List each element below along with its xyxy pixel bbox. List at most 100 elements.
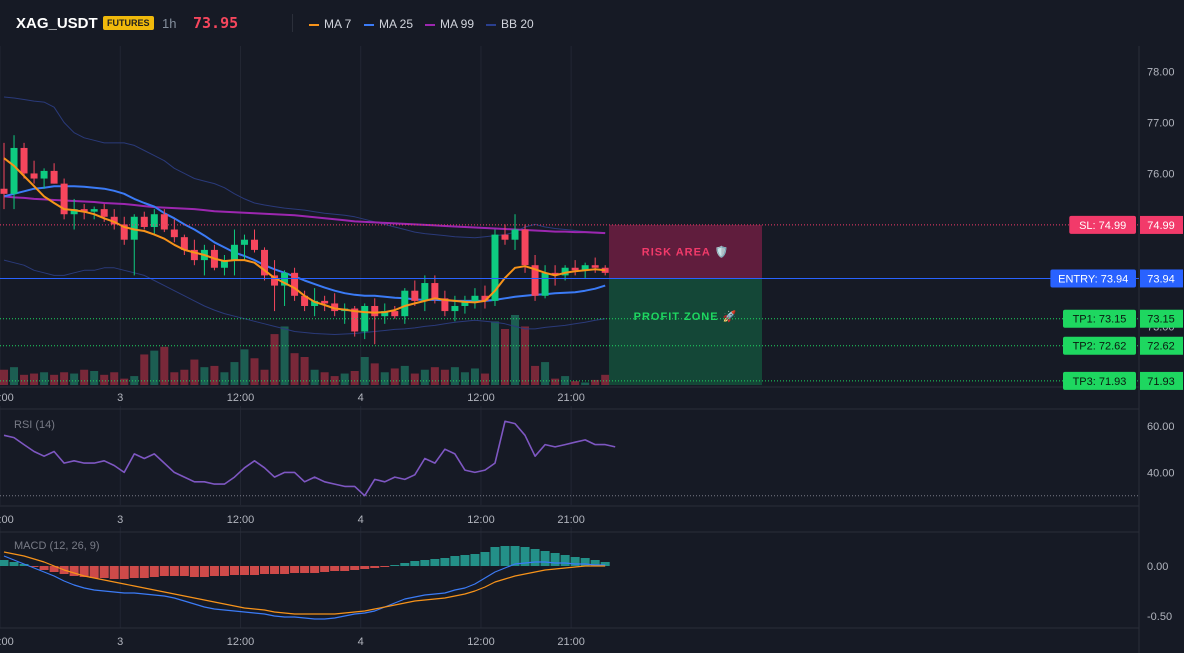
volume-bar (30, 373, 39, 385)
candle-body (411, 290, 419, 301)
volume-bar (601, 374, 610, 385)
candle-body (521, 229, 529, 266)
candle-body (371, 305, 379, 317)
volume-bar (150, 350, 159, 385)
legend-bb20[interactable]: BB 20 (486, 17, 534, 31)
candle-body (301, 295, 309, 306)
volume-bar (190, 359, 199, 385)
macd-histogram-bar (199, 566, 209, 577)
macd-histogram-bar (129, 566, 139, 578)
macd-histogram-bar (229, 566, 239, 575)
level-tag-bg (1063, 336, 1136, 355)
volume-bar (80, 369, 89, 385)
volume-bar (20, 374, 29, 385)
rsi-time-label: 3 (117, 514, 123, 526)
level-tag-bg (1050, 269, 1136, 288)
candle-body (190, 249, 198, 261)
candle-body (240, 239, 248, 245)
candle-body (601, 267, 609, 273)
legend-ma99[interactable]: MA 99 (425, 17, 474, 31)
time-axis-label: 12:00 (467, 392, 495, 404)
macd-histogram-bar (270, 566, 280, 574)
candle-body (531, 265, 539, 296)
macd-signal-line (3, 551, 606, 615)
legend-ma7[interactable]: MA 7 (309, 17, 351, 31)
volume-bar (350, 371, 359, 385)
volume-bar (410, 373, 419, 385)
macd-histogram-bar (400, 563, 410, 566)
volume-bar (60, 372, 69, 385)
macd-histogram-bar (179, 566, 189, 576)
volume-bar (340, 373, 349, 385)
macd-histogram-bar (280, 566, 290, 574)
symbol-name[interactable]: XAG_USDT (16, 15, 98, 32)
macd-histogram-bar (600, 562, 610, 566)
timeframe-label[interactable]: 1h (162, 16, 177, 31)
candle-body (281, 272, 289, 286)
macd-histogram-bar (450, 556, 460, 566)
candle-body (511, 229, 519, 240)
level-price-label: 73.94 (1147, 273, 1175, 285)
candle-body (331, 303, 339, 312)
candle-body (120, 224, 128, 240)
level-price-bg (1140, 269, 1183, 288)
level-tag-label: TP3: 71.93 (1073, 376, 1127, 388)
volume-bar (180, 369, 189, 385)
macd-histogram-bar (440, 558, 450, 566)
candle-body (491, 234, 499, 301)
macd-histogram-bar (310, 566, 320, 573)
macd-histogram-bar (330, 566, 340, 571)
macd-histogram-bar (560, 555, 570, 566)
volume-bar (270, 334, 279, 385)
volume-bar (480, 373, 489, 385)
macd-histogram-bar (590, 560, 600, 566)
macd-histogram-bar (290, 566, 300, 573)
chart-header: XAG_USDT FUTURES 1h 73.95 MA 7 MA 25 MA … (0, 0, 1184, 46)
candle-body (40, 170, 48, 179)
macd-histogram-bar (370, 566, 380, 568)
macd-histogram-bar (420, 560, 430, 566)
profit-zone (609, 278, 762, 385)
rsi-title: RSI (14) (14, 419, 55, 431)
macd-axis-label: 0.00 (1147, 561, 1168, 573)
macd-time-label: 21:00 (557, 636, 585, 648)
macd-axis-label: -0.50 (1147, 611, 1172, 623)
macd-histogram-bar (119, 566, 129, 579)
macd-histogram-bar (169, 566, 179, 576)
candle-body (291, 272, 299, 296)
level-tag: TP1: 73.15 73.15 (1063, 309, 1183, 328)
macd-histogram-bar (189, 566, 199, 577)
candle-body (130, 216, 138, 240)
candle-body (401, 290, 409, 317)
macd-histogram-bar (99, 566, 109, 578)
volume-bar (320, 372, 329, 385)
macd-histogram-bar (260, 566, 270, 574)
volume-bar (110, 372, 119, 385)
rsi-time-label: 4 (358, 514, 364, 526)
macd-histogram-bar (550, 553, 560, 566)
volume-bar (541, 362, 550, 385)
time-axis-label: 21:00 (557, 392, 585, 404)
volume-bar (250, 358, 259, 385)
macd-histogram-bar (19, 564, 29, 566)
volume-bar (120, 378, 129, 385)
legend-ma25[interactable]: MA 25 (364, 17, 413, 31)
level-tag: ENTRY: 73.94 73.94 (1050, 269, 1183, 288)
volume-bar (561, 376, 570, 385)
macd-histogram-bar (490, 547, 500, 566)
macd-histogram-bar (470, 554, 480, 566)
volume-bar (440, 369, 449, 385)
macd-histogram-bar (570, 557, 580, 566)
ma25-line (3, 185, 606, 302)
risk-area-label: RISK AREA 🛡️ (642, 246, 729, 259)
current-price: 73.95 (193, 14, 239, 32)
macd-histogram-bar (540, 551, 550, 566)
candle-body (140, 216, 148, 227)
candle-body (571, 267, 579, 271)
macd-histogram-bar (239, 566, 249, 575)
macd-time-label: 12:00 (467, 636, 495, 648)
price-axis-label: 78.00 (1147, 66, 1175, 78)
volume-bar (210, 365, 219, 385)
candle-body (0, 188, 8, 194)
